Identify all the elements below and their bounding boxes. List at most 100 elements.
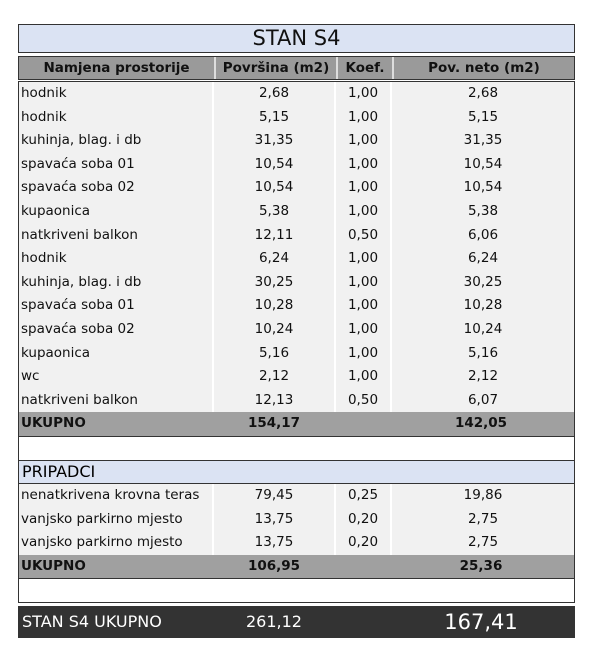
room-name: kuhinja, blag. i db — [19, 270, 214, 295]
room-name: hodnik — [19, 82, 214, 106]
total-label: UKUPNO — [21, 557, 86, 574]
coefficient: 1,00 — [336, 365, 392, 389]
net-area: 6,24 — [467, 250, 499, 267]
area: 10,24 — [214, 317, 336, 342]
header-area: Površina (m2) — [216, 57, 338, 79]
header-room: Namjena prostorije — [19, 57, 216, 79]
net-area: 5,38 — [467, 202, 499, 219]
room-name: spavaća soba 02 — [19, 176, 214, 200]
area: 12,13 — [214, 388, 336, 413]
coefficient: 1,00 — [336, 270, 392, 295]
area: 13,75 — [214, 531, 336, 555]
net-area: 2,75 — [467, 534, 499, 551]
grand-total-row: STAN S4 UKUPNO 261,12 167,41 — [18, 606, 575, 638]
total-coef — [334, 555, 388, 579]
table-row: hodnik 6,24 1,00 6,24 — [19, 247, 574, 271]
table-row: kuhinja, blag. i db 30,25 1,00 30,25 — [19, 270, 574, 295]
grand-total-label: STAN S4 UKUPNO — [22, 612, 162, 631]
table-row: kupaonica 5,16 1,00 5,16 — [19, 341, 574, 366]
area: 6,24 — [214, 247, 336, 271]
room-name: wc — [19, 365, 214, 389]
total-net: 142,05 — [454, 415, 508, 432]
table-row: spavaća soba 02 10,24 1,00 10,24 — [19, 317, 574, 342]
table-row: kuhinja, blag. i db 31,35 1,00 31,35 — [19, 129, 574, 153]
net-area: 6,06 — [467, 226, 499, 243]
room-name: spavaća soba 01 — [19, 152, 214, 177]
area: 79,45 — [214, 483, 336, 508]
coefficient: 1,00 — [336, 105, 392, 130]
table-body: hodnik 2,68 1,00 2,68 hodnik 5,15 1,00 5,15 kuhi… — [18, 81, 575, 604]
table-row: natkriveni balkon 12,11 0,50 6,06 — [19, 223, 574, 248]
grand-total-net: 167,41 — [444, 610, 518, 634]
net-area: 30,25 — [463, 273, 503, 290]
rooms-total-row: UKUPNO 154,17 142,05 — [19, 412, 574, 436]
grand-total-coef — [334, 607, 388, 637]
room-name: kuhinja, blag. i db — [19, 129, 214, 153]
coefficient: 1,00 — [336, 176, 392, 200]
net-area: 31,35 — [463, 132, 503, 149]
room-name: nenatkrivena krovna teras — [19, 483, 214, 508]
area: 13,75 — [214, 507, 336, 532]
table-row: vanjsko parkirno mjesto 13,75 0,20 2,75 — [19, 507, 574, 532]
table-row: kupaonica 5,38 1,00 5,38 — [19, 199, 574, 224]
coefficient: 1,00 — [336, 247, 392, 271]
area: 2,68 — [214, 82, 336, 106]
room-name: hodnik — [19, 105, 214, 130]
net-area: 10,28 — [463, 297, 503, 314]
area: 30,25 — [214, 270, 336, 295]
coefficient: 1,00 — [336, 317, 392, 342]
coefficient: 0,50 — [336, 388, 392, 413]
net-area: 10,24 — [463, 320, 503, 337]
net-area: 10,54 — [463, 179, 503, 196]
coefficient: 0,20 — [336, 507, 392, 532]
area: 5,38 — [214, 199, 336, 224]
pripadci-heading: PRIPADCI — [19, 459, 574, 484]
room-name: spavaća soba 02 — [19, 317, 214, 342]
area: 12,11 — [214, 223, 336, 248]
total-area: 154,17 — [247, 415, 301, 432]
net-area: 10,54 — [463, 155, 503, 172]
coefficient: 1,00 — [336, 199, 392, 224]
net-area: 2,75 — [467, 510, 499, 527]
table-row: wc 2,12 1,00 2,12 — [19, 365, 574, 389]
area: 10,54 — [214, 176, 336, 200]
net-area: 5,16 — [467, 344, 499, 361]
coefficient: 0,50 — [336, 223, 392, 248]
room-name: vanjsko parkirno mjesto — [19, 507, 214, 532]
net-area: 6,07 — [467, 391, 499, 408]
net-area: 19,86 — [463, 486, 503, 503]
room-name: natkriveni balkon — [19, 223, 214, 248]
area: 5,15 — [214, 105, 336, 130]
header-net: Pov. neto (m2) — [428, 60, 540, 76]
area: 2,12 — [214, 365, 336, 389]
coefficient: 0,25 — [336, 483, 392, 508]
table-header: Namjena prostorije Površina (m2) Koef. P… — [18, 56, 575, 80]
net-area: 5,15 — [467, 108, 499, 125]
spacer — [19, 578, 574, 603]
table-row: natkriveni balkon 12,13 0,50 6,07 — [19, 388, 574, 413]
room-name: kupaonica — [19, 341, 214, 366]
total-label: UKUPNO — [21, 415, 86, 432]
total-net: 25,36 — [459, 557, 503, 574]
room-name: spavaća soba 01 — [19, 294, 214, 318]
area: 10,28 — [214, 294, 336, 318]
table-row: vanjsko parkirno mjesto 13,75 0,20 2,75 — [19, 531, 574, 555]
table-row: hodnik 5,15 1,00 5,15 — [19, 105, 574, 130]
header-coef: Koef. — [338, 57, 394, 79]
coefficient: 1,00 — [336, 152, 392, 177]
table-row: nenatkrivena krovna teras 79,45 0,25 19,86 — [19, 483, 574, 508]
total-coef — [334, 412, 388, 436]
net-area: 2,68 — [467, 85, 499, 101]
grand-total-area: 261,12 — [246, 612, 302, 631]
coefficient: 1,00 — [336, 341, 392, 366]
coefficient: 1,00 — [336, 294, 392, 318]
table-row: spavaća soba 02 10,54 1,00 10,54 — [19, 176, 574, 200]
table-row: spavaća soba 01 10,28 1,00 10,28 — [19, 294, 574, 318]
room-name: vanjsko parkirno mjesto — [19, 531, 214, 555]
net-area: 2,12 — [467, 368, 499, 385]
pripadci-total-row: UKUPNO 106,95 25,36 — [19, 554, 574, 579]
room-name: kupaonica — [19, 199, 214, 224]
spacer — [19, 435, 574, 460]
total-area: 106,95 — [247, 557, 301, 574]
coefficient: 1,00 — [336, 82, 392, 106]
